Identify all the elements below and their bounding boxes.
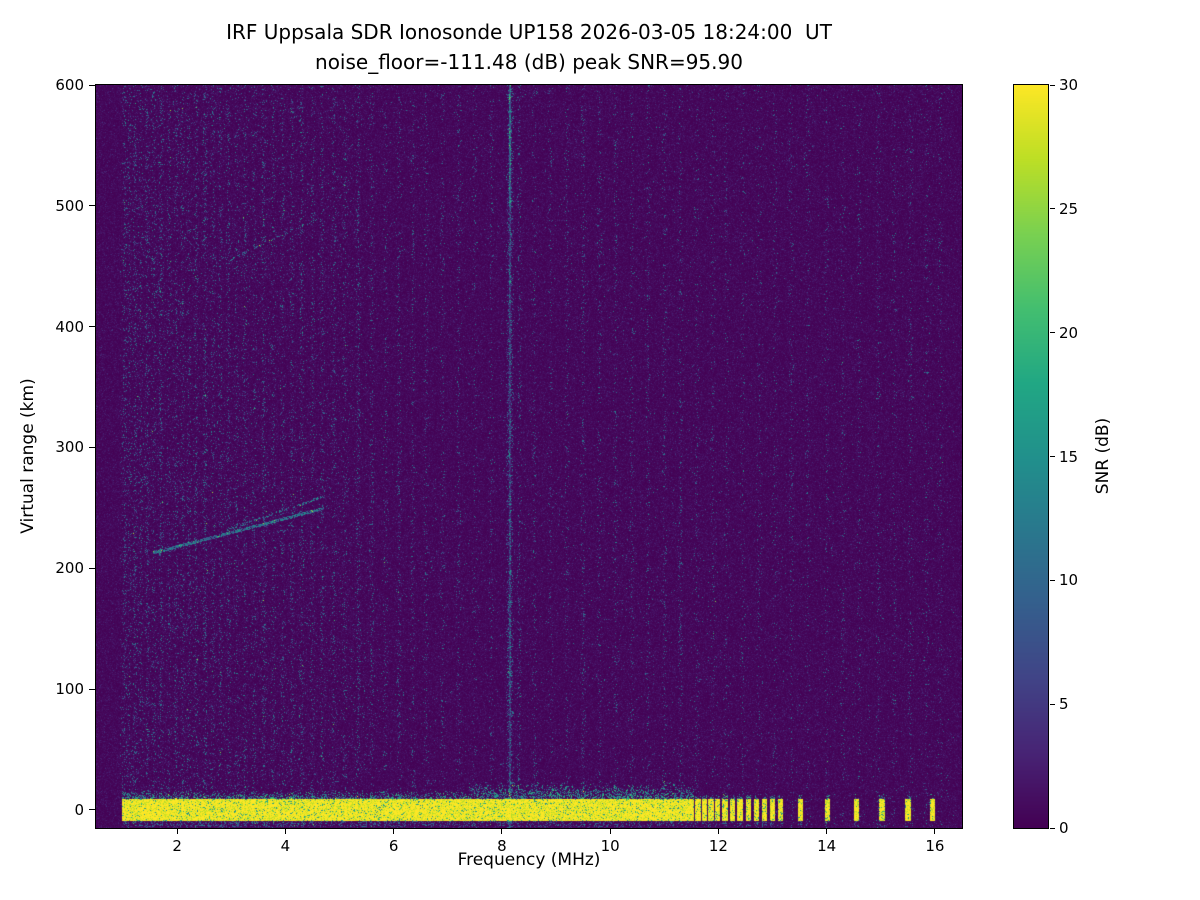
colorbar-tick-mark	[1050, 456, 1055, 457]
colorbar-tick-mark	[1050, 332, 1055, 334]
x-tick-label: 10	[600, 837, 620, 855]
y-tick-mark	[89, 567, 95, 569]
y-tick-mark	[89, 205, 95, 207]
x-axis-label: Frequency (MHz)	[457, 850, 601, 870]
y-tick-label: 600	[55, 76, 84, 94]
colorbar-tick-mark	[1050, 84, 1055, 86]
x-tick-label: 12	[708, 837, 728, 855]
x-tick-label: 6	[388, 837, 399, 855]
colorbar-tick-label: 10	[1059, 571, 1079, 590]
colorbar-tick-mark	[1050, 827, 1055, 829]
y-tick-mark	[89, 326, 95, 328]
colorbar-tick-mark	[1050, 208, 1055, 210]
x-tick-mark	[501, 829, 503, 834]
colorbar-tick-label: 15	[1059, 447, 1079, 466]
x-tick-mark	[609, 829, 611, 834]
y-tick-label: 300	[55, 438, 84, 457]
x-tick-label: 2	[172, 837, 182, 855]
colorbar-tick-label: 25	[1059, 199, 1079, 218]
chart-title: IRF Uppsala SDR Ionosonde UP158 2026-03-…	[226, 20, 832, 44]
colorbar-tick-mark	[1050, 703, 1055, 705]
x-tick-mark	[717, 829, 719, 834]
colorbar-tick-label: 30	[1059, 76, 1079, 94]
x-tick-label: 4	[280, 837, 291, 855]
colorbar-tick-label: 5	[1059, 695, 1069, 714]
x-tick-mark	[176, 829, 178, 834]
colorbar-tick-mark	[1050, 579, 1055, 581]
ionogram-heatmap-canvas	[96, 85, 962, 828]
x-tick-mark	[934, 829, 936, 834]
x-tick-mark	[284, 829, 286, 834]
x-tick-mark	[826, 829, 828, 834]
colorbar-tick-label: 0	[1059, 819, 1069, 837]
x-tick-mark	[393, 829, 395, 834]
chart-subtitle: noise_floor=-111.48 (dB) peak SNR=95.90	[315, 50, 743, 74]
y-tick-mark	[89, 809, 95, 811]
colorbar-canvas	[1014, 85, 1048, 828]
y-tick-label: 200	[55, 559, 84, 578]
y-tick-mark	[89, 84, 95, 86]
y-tick-mark	[89, 446, 95, 448]
y-axis-label: Virtual range (km)	[18, 378, 38, 534]
y-tick-label: 500	[55, 196, 84, 215]
y-tick-label: 0	[74, 800, 84, 819]
x-tick-label: 8	[497, 837, 507, 855]
y-tick-label: 100	[55, 680, 84, 699]
y-tick-label: 400	[55, 317, 84, 336]
y-tick-mark	[89, 688, 95, 690]
x-tick-label: 14	[817, 837, 837, 855]
colorbar-tick-label: 20	[1059, 323, 1079, 342]
x-tick-label: 16	[925, 837, 945, 855]
